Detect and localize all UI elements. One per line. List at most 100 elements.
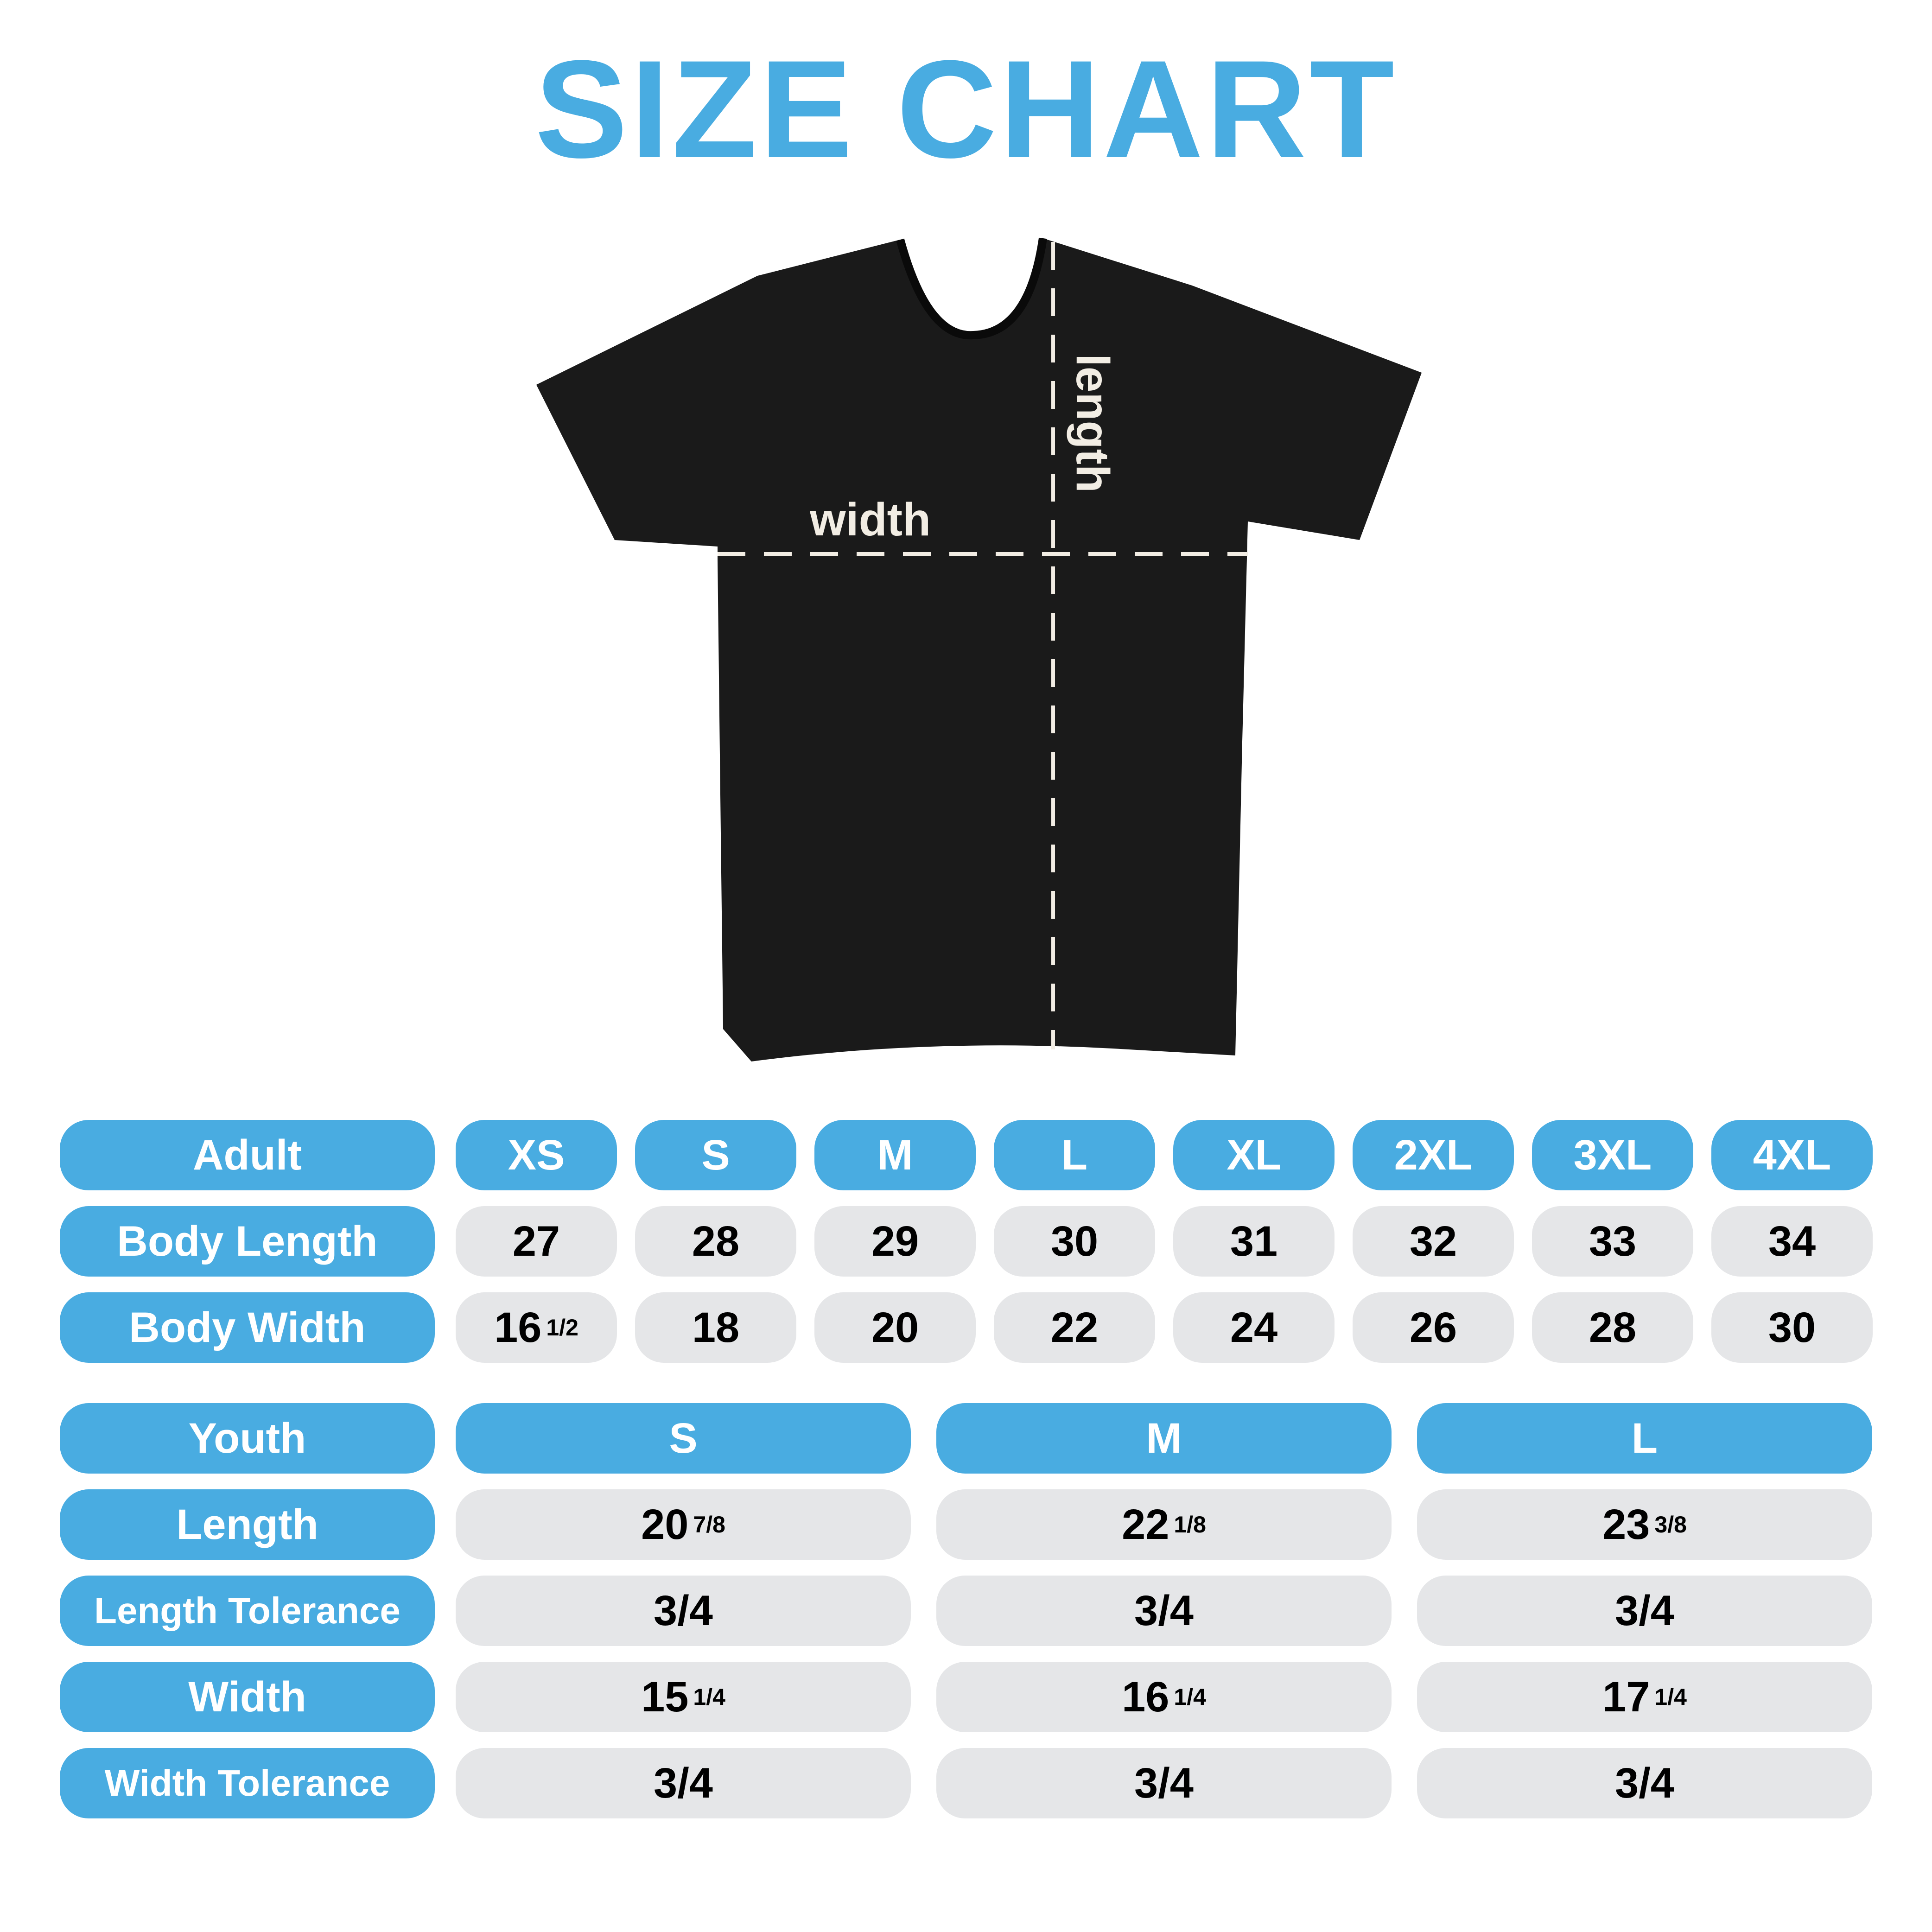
size-label: L: [1631, 1414, 1658, 1462]
table-cell: 31: [1173, 1206, 1335, 1277]
table-cell: 29: [814, 1206, 976, 1277]
cell-value: 31: [1230, 1217, 1278, 1265]
table-cell: 22 1/8: [936, 1489, 1392, 1560]
youth-size-header-l: L: [1417, 1403, 1872, 1474]
cell-fraction: 1/4: [1654, 1684, 1687, 1710]
tshirt-collar: [896, 237, 1047, 340]
row-label-text: Width Tolerance: [104, 1762, 390, 1804]
cell-value: 29: [871, 1217, 919, 1265]
size-header-4xl: 4XL: [1711, 1120, 1873, 1190]
cell-fraction: 1/4: [693, 1684, 725, 1710]
cell-value: 3/4: [1615, 1587, 1674, 1634]
table-cell: 16 1/2: [456, 1292, 617, 1363]
cell-value: 16: [1122, 1673, 1169, 1721]
size-label: 2XL: [1394, 1131, 1473, 1179]
size-label: M: [1146, 1414, 1182, 1462]
cell-value: 22: [1050, 1303, 1099, 1351]
table-cell: 27: [456, 1206, 617, 1277]
cell-fraction: 1/4: [1174, 1684, 1206, 1710]
cell-value: 22: [1122, 1500, 1169, 1548]
table-cell: 18: [635, 1292, 796, 1363]
row-label-text: Length Tolerance: [94, 1590, 400, 1631]
row-label-text: Body Width: [129, 1303, 366, 1351]
row-label: Length: [60, 1489, 435, 1560]
size-header-2xl: 2XL: [1353, 1120, 1514, 1190]
adult-header: Adult: [60, 1120, 435, 1190]
cell-value: 17: [1602, 1673, 1650, 1721]
table-cell: 20: [814, 1292, 976, 1363]
cell-value: 30: [1050, 1217, 1099, 1265]
size-label: 4XL: [1753, 1131, 1831, 1179]
row-label: Body Length: [60, 1206, 435, 1277]
cell-value: 18: [692, 1303, 740, 1351]
table-cell: 3/4: [936, 1576, 1392, 1646]
cell-value: 32: [1409, 1217, 1457, 1265]
size-header-xl: XL: [1173, 1120, 1335, 1190]
table-cell: 20 7/8: [456, 1489, 911, 1560]
row-label: Width: [60, 1662, 435, 1732]
header-label: Adult: [192, 1131, 302, 1179]
cell-value: 30: [1768, 1303, 1816, 1351]
size-label: M: [877, 1131, 913, 1179]
size-label: XS: [508, 1131, 565, 1179]
table-cell: 3/4: [1417, 1748, 1872, 1818]
width-label: width: [809, 494, 931, 546]
cell-value: 15: [641, 1673, 689, 1721]
size-label: L: [1061, 1131, 1088, 1179]
cell-fraction: 7/8: [693, 1512, 725, 1538]
cell-value: 3/4: [1615, 1759, 1674, 1807]
cell-value: 20: [641, 1500, 689, 1548]
table-cell: 16 1/4: [936, 1662, 1392, 1732]
cell-value: 24: [1230, 1303, 1278, 1351]
cell-value: 16: [494, 1303, 542, 1351]
tshirt-diagram: width length: [536, 237, 1422, 1061]
youth-size-header-m: M: [936, 1403, 1392, 1474]
table-cell: 24: [1173, 1292, 1335, 1363]
cell-value: 3/4: [1134, 1759, 1194, 1807]
length-label: length: [1067, 354, 1119, 493]
cell-value: 3/4: [1134, 1587, 1194, 1634]
table-cell: 34: [1711, 1206, 1873, 1277]
cell-value: 34: [1768, 1217, 1816, 1265]
cell-value: 33: [1589, 1217, 1637, 1265]
size-header-s: S: [635, 1120, 796, 1190]
table-cell: 28: [635, 1206, 796, 1277]
table-cell: 3/4: [1417, 1576, 1872, 1646]
table-cell: 30: [994, 1206, 1155, 1277]
table-cell: 17 1/4: [1417, 1662, 1872, 1732]
cell-fraction: 3/8: [1654, 1512, 1687, 1538]
table-cell: 3/4: [456, 1576, 911, 1646]
table-cell: 33: [1532, 1206, 1693, 1277]
cell-value: 28: [1589, 1303, 1637, 1351]
row-label: Width Tolerance: [60, 1748, 435, 1818]
size-label: XL: [1227, 1131, 1281, 1179]
table-cell: 30: [1711, 1292, 1873, 1363]
row-label-text: Length: [176, 1500, 318, 1548]
cell-fraction: 1/2: [546, 1315, 578, 1341]
cell-value: 28: [692, 1217, 740, 1265]
row-label-text: Width: [188, 1673, 306, 1721]
size-label: S: [701, 1131, 730, 1179]
cell-value: 23: [1602, 1500, 1650, 1548]
size-header-3xl: 3XL: [1532, 1120, 1693, 1190]
cell-value: 20: [871, 1303, 919, 1351]
table-cell: 23 3/8: [1417, 1489, 1872, 1560]
row-label: Body Width: [60, 1292, 435, 1363]
cell-value: 26: [1409, 1303, 1457, 1351]
table-cell: 15 1/4: [456, 1662, 911, 1732]
cell-value: 3/4: [654, 1759, 713, 1807]
table-cell: 28: [1532, 1292, 1693, 1363]
page-title: SIZE CHART: [535, 31, 1397, 187]
table-cell: 3/4: [936, 1748, 1392, 1818]
cell-value: 27: [512, 1217, 560, 1265]
size-header-xs: XS: [456, 1120, 617, 1190]
size-header-m: M: [814, 1120, 976, 1190]
size-label: 3XL: [1573, 1131, 1652, 1179]
youth-header: Youth: [60, 1403, 435, 1474]
row-label: Length Tolerance: [60, 1576, 435, 1646]
cell-fraction: 1/8: [1174, 1512, 1206, 1538]
table-cell: 3/4: [456, 1748, 911, 1818]
header-label: Youth: [188, 1414, 306, 1462]
size-header-l: L: [994, 1120, 1155, 1190]
size-label: S: [669, 1414, 698, 1462]
